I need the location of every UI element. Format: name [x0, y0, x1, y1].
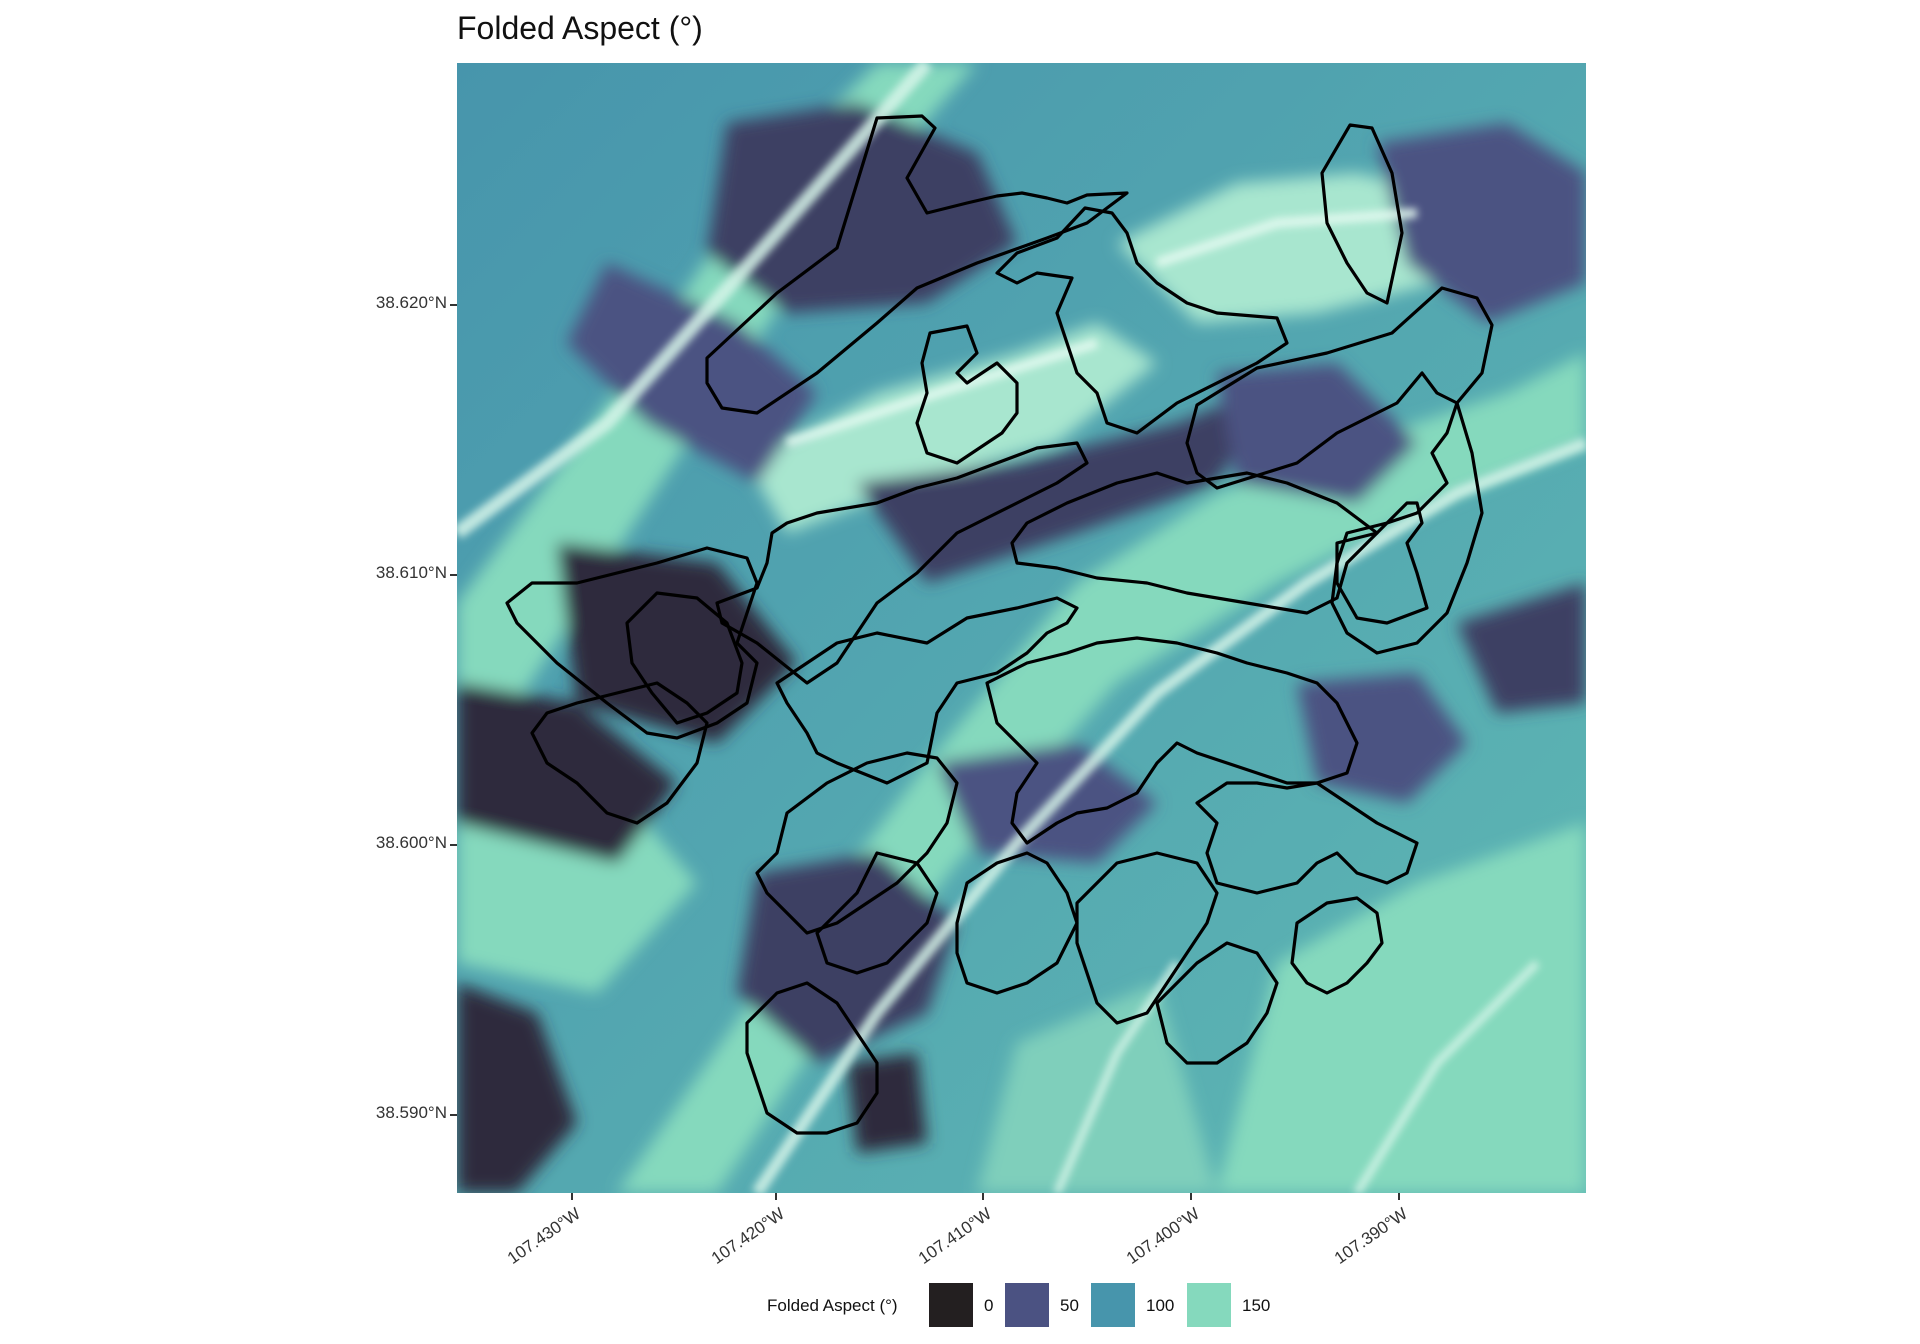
map-svg [457, 63, 1586, 1193]
polygon-outline [955, 851, 1079, 995]
polygon-outline [1195, 781, 1419, 895]
lon-tick-label: 107.410°W [914, 1204, 995, 1268]
polygon-outline [625, 591, 744, 725]
lat-tick-label: 38.620°N [375, 293, 447, 312]
lon-tick-label: 107.400°W [1122, 1204, 1203, 1268]
lon-tick-label: 107.430°W [503, 1204, 584, 1268]
lat-tick-label: 38.610°N [375, 563, 447, 582]
lat-tick-mark [450, 574, 457, 576]
legend-label: 100 [1146, 1296, 1175, 1315]
polygon-outline [1335, 501, 1429, 625]
polygon-outline [715, 441, 1089, 685]
lon-tick-mark [1398, 1193, 1400, 1200]
lon-tick-mark [571, 1193, 573, 1200]
map-panel [457, 63, 1586, 1193]
polygon-outline [1320, 123, 1404, 305]
legend-key-100 [1091, 1283, 1135, 1327]
lon-tick-mark [775, 1193, 777, 1200]
lat-tick-mark [450, 1114, 457, 1116]
raster-relief [457, 63, 1586, 1193]
lon-tick-label: 107.420°W [707, 1204, 788, 1268]
legend-label: 0 [984, 1296, 994, 1315]
legend-title: Folded Aspect (°) [767, 1296, 898, 1315]
polygon-outline [775, 596, 1079, 785]
legend: Folded Aspect (°) 0 50 100 150 [0, 1283, 1920, 1343]
polygon-outline [1075, 851, 1219, 1025]
legend-label: 50 [1060, 1296, 1079, 1315]
polygon-outline [1185, 286, 1494, 490]
polygon-outline [985, 636, 1359, 845]
lon-tick-mark [1190, 1193, 1192, 1200]
lat-tick-mark [450, 844, 457, 846]
lon-tick-mark [982, 1193, 984, 1200]
legend-key-50 [1005, 1283, 1049, 1327]
lon-tick-label: 107.390°W [1330, 1204, 1411, 1268]
polygon-outline [755, 751, 959, 935]
polygon-outline [915, 324, 1019, 465]
polygon-outlines [505, 114, 1494, 1135]
polygon-outline [1155, 941, 1279, 1065]
polygon-outline [1010, 471, 1379, 615]
polygon-outline [705, 114, 1129, 415]
raster-highlights [457, 63, 1586, 1193]
map-title: Folded Aspect (°) [457, 10, 703, 46]
lat-tick-mark [450, 304, 457, 306]
polygon-outline [1330, 401, 1484, 655]
legend-key-150 [1187, 1283, 1231, 1327]
lat-tick-label: 38.600°N [375, 833, 447, 852]
polygon-outline [815, 851, 939, 975]
legend-key-0 [929, 1283, 973, 1327]
polygon-outline [745, 981, 879, 1135]
polygon-outline [530, 681, 709, 825]
polygon-outline [1290, 896, 1384, 995]
lat-tick-label: 38.590°N [375, 1103, 447, 1122]
polygon-outline [505, 546, 759, 740]
legend-label: 150 [1242, 1296, 1271, 1315]
polygon-outline [995, 206, 1289, 435]
